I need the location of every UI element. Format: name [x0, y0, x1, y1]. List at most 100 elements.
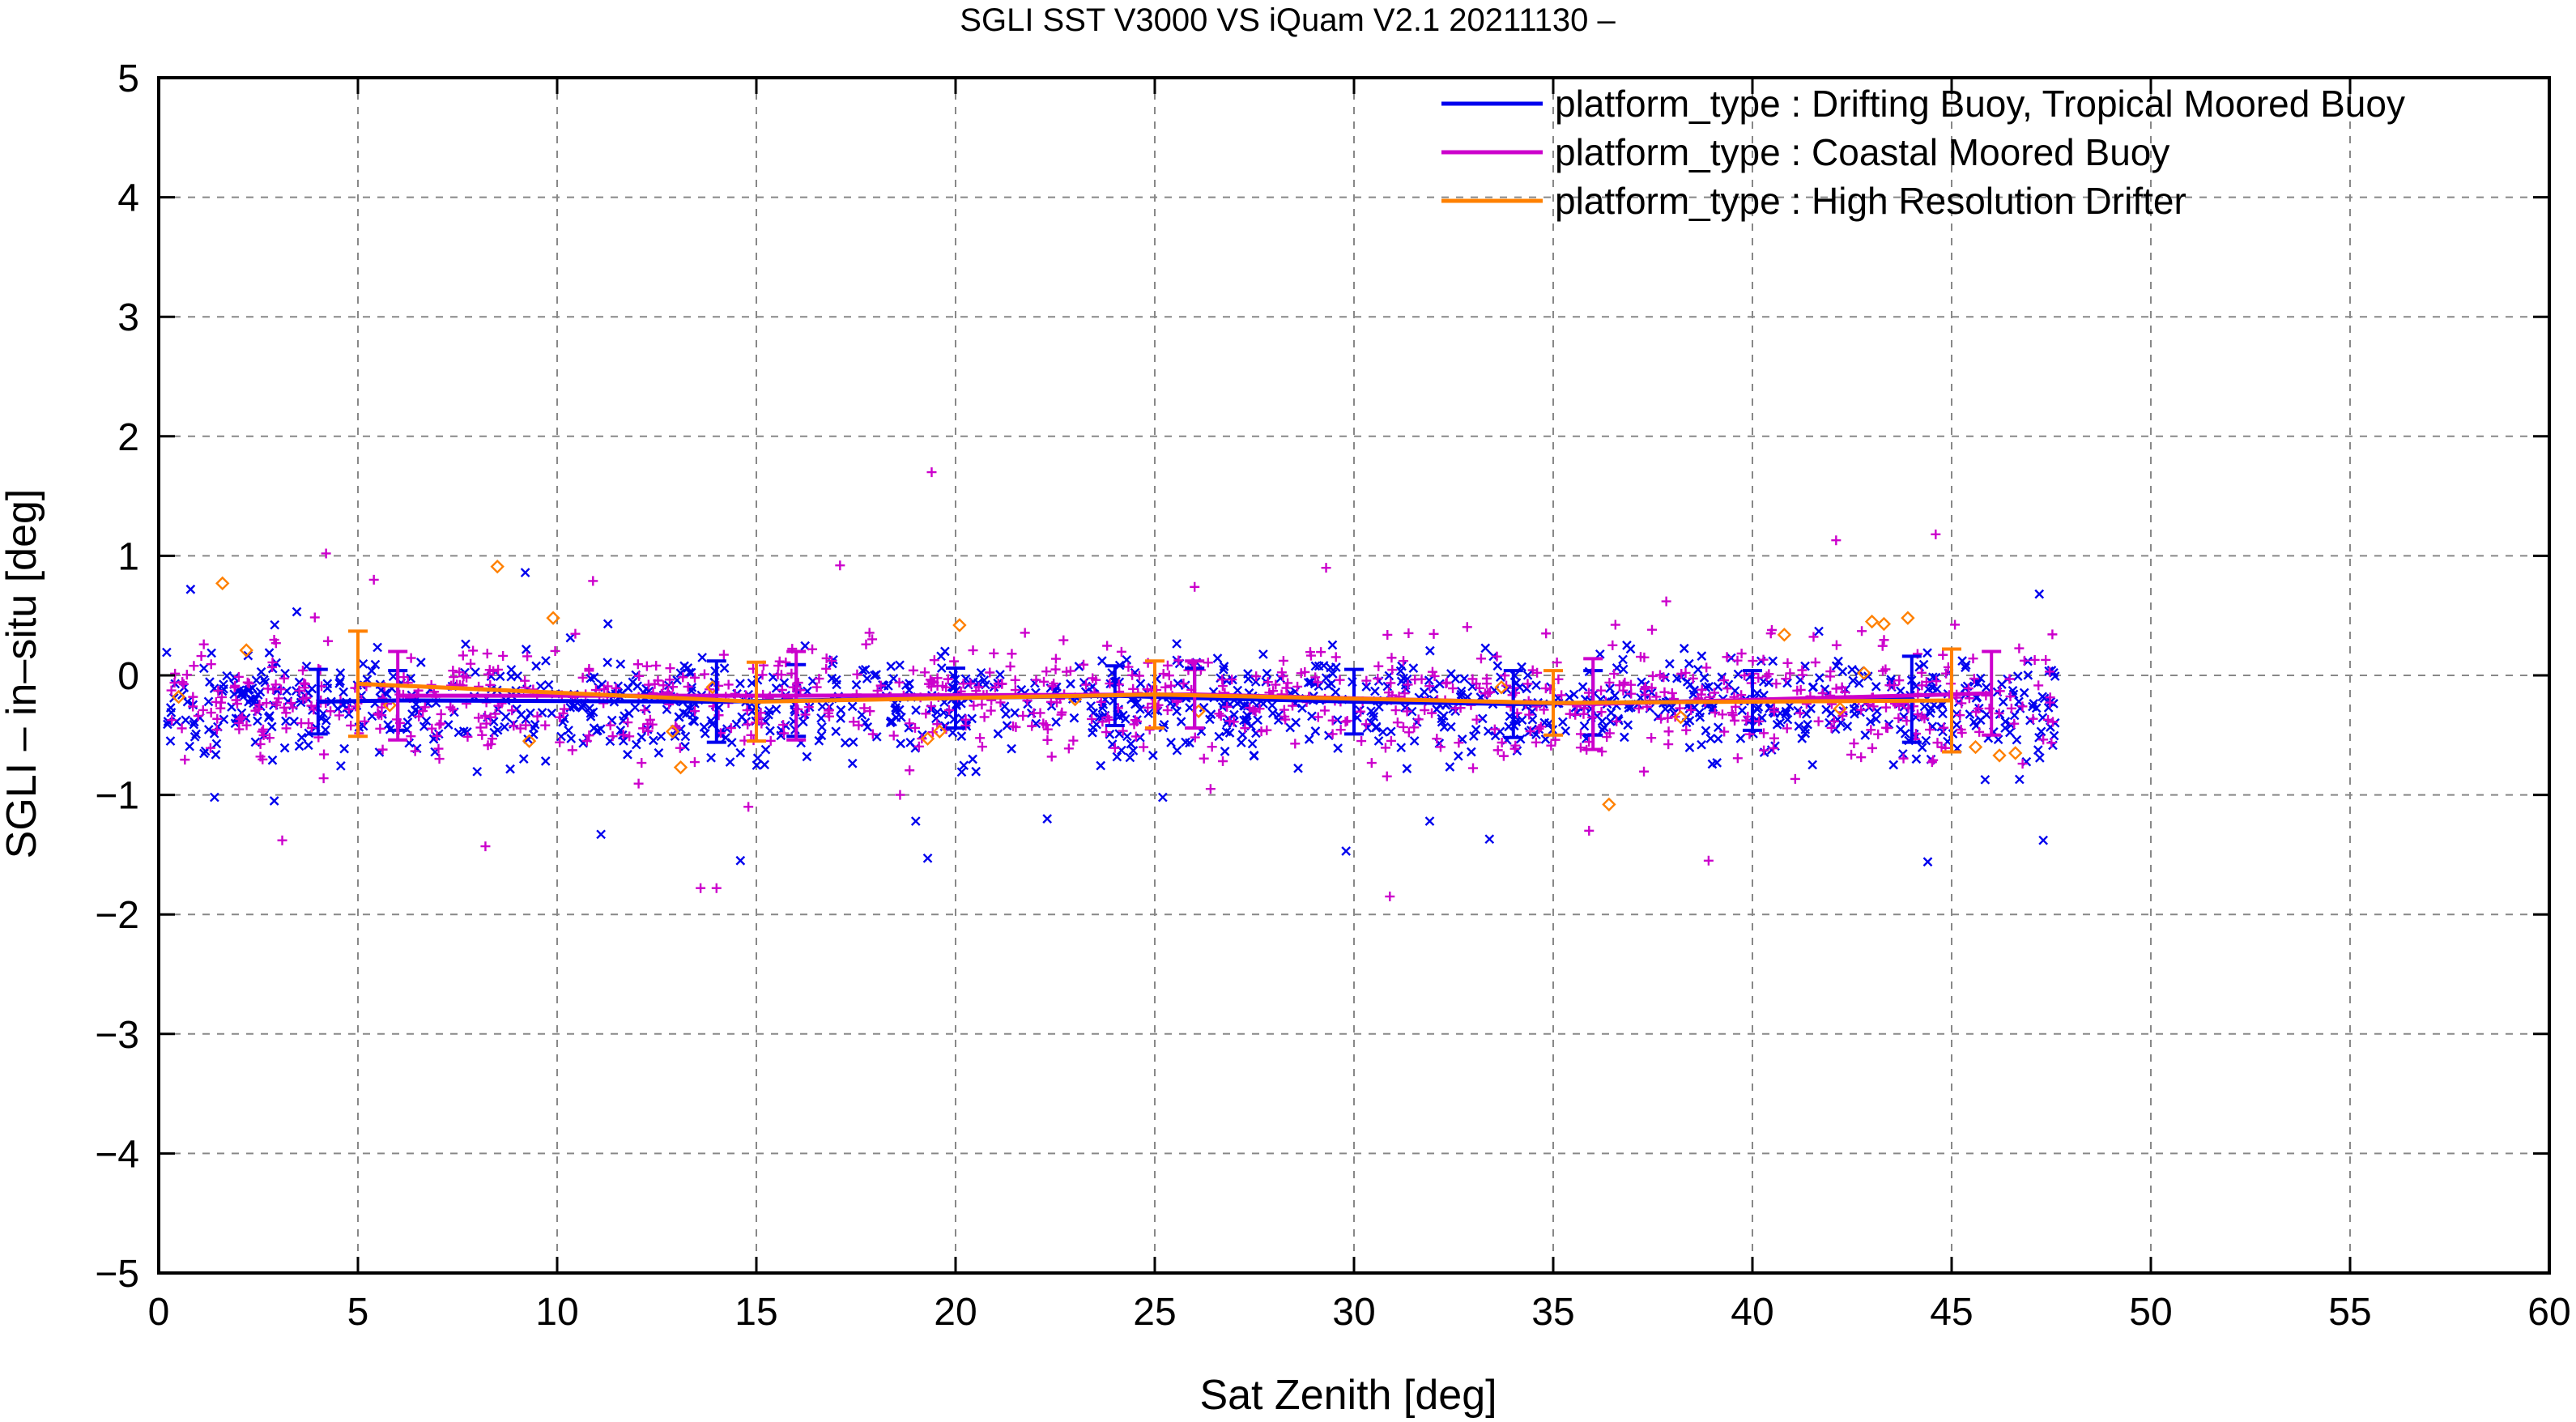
data-point [2043, 714, 2054, 725]
data-point [1525, 726, 1535, 736]
data-point [1290, 739, 1301, 749]
data-point [1398, 722, 1408, 732]
x-tick-label: 60 [2527, 1291, 2570, 1334]
data-point [1327, 640, 1338, 650]
data-point [1998, 696, 2008, 707]
data-point [623, 717, 633, 728]
data-point [360, 716, 370, 726]
data-point [777, 684, 787, 695]
data-point [1240, 723, 1250, 734]
data-point [1952, 720, 1962, 730]
data-point [993, 729, 1003, 739]
data-point [203, 696, 214, 707]
y-tick-label: −3 [95, 1014, 139, 1057]
data-point [1939, 722, 1949, 733]
data-point [1795, 684, 1806, 695]
data-point [1769, 733, 1779, 743]
data-point [1403, 679, 1413, 690]
data-point [1316, 647, 1326, 658]
data-point [1901, 611, 1915, 625]
data-point [675, 743, 685, 753]
data-point [540, 756, 551, 766]
data-point [253, 716, 262, 726]
data-point [1710, 688, 1720, 698]
data-point [1285, 722, 1296, 733]
data-point [779, 728, 790, 739]
data-point [1205, 784, 1216, 794]
data-point [1340, 717, 1351, 727]
data-point [321, 548, 331, 559]
data-point [1695, 712, 1705, 722]
data-point [1622, 641, 1632, 650]
data-point [1713, 722, 1723, 733]
data-point [318, 773, 329, 784]
data-point [231, 695, 241, 705]
data-point [2029, 699, 2039, 709]
data-point [1386, 653, 1397, 663]
data-point [1258, 649, 1268, 659]
data-point [1814, 673, 1824, 683]
data-point [633, 778, 644, 789]
data-point [926, 701, 936, 712]
data-point [219, 714, 229, 725]
data-point [1871, 681, 1881, 692]
data-point [241, 720, 252, 730]
data-point [219, 679, 228, 690]
data-point [521, 720, 531, 730]
data-point [891, 705, 901, 715]
data-point [280, 668, 290, 679]
data-point [2014, 643, 2025, 654]
data-point [641, 704, 651, 714]
data-point [1396, 743, 1407, 753]
data-point [1663, 739, 1674, 750]
data-point [1448, 683, 1458, 694]
data-point [319, 749, 330, 760]
data-point [434, 754, 445, 764]
data-point [531, 661, 541, 671]
data-point [398, 672, 409, 683]
data-point [270, 679, 281, 690]
data-point [1219, 665, 1228, 675]
data-point [1854, 678, 1864, 688]
data-point [1484, 834, 1495, 845]
data-point [1878, 666, 1888, 676]
data-point [618, 730, 628, 740]
data-point [1781, 674, 1791, 684]
data-point [849, 717, 858, 727]
data-point [1250, 677, 1261, 687]
x-tick-label: 25 [1133, 1291, 1176, 1334]
data-point [862, 674, 872, 683]
x-tick-label: 20 [934, 1291, 977, 1334]
data-point [294, 685, 304, 696]
data-point [1865, 717, 1876, 727]
data-point [1950, 619, 1961, 630]
data-point [1522, 670, 1533, 680]
data-point [1407, 706, 1417, 717]
data-point [760, 744, 771, 755]
data-point [803, 702, 814, 713]
data-point [1281, 683, 1292, 693]
data-point [1898, 753, 1909, 764]
data-point [180, 755, 190, 765]
data-point [1995, 686, 2005, 696]
data-point [1932, 738, 1943, 748]
data-point [1625, 679, 1636, 690]
data-point [678, 672, 688, 683]
data-point [1008, 721, 1018, 731]
data-point [663, 680, 674, 691]
data-point [639, 705, 649, 716]
data-point [1047, 681, 1058, 692]
data-point [171, 689, 186, 705]
data-point [1158, 669, 1169, 679]
data-point [1437, 717, 1447, 727]
data-point [1050, 664, 1061, 675]
data-point [254, 700, 265, 710]
data-point [206, 659, 216, 670]
data-point [1041, 666, 1052, 677]
x-tick-label: 40 [1731, 1291, 1773, 1334]
data-point [1856, 752, 1867, 763]
data-point [1305, 677, 1316, 688]
data-point [189, 661, 199, 671]
data-point [1118, 726, 1128, 736]
data-point [1327, 715, 1338, 726]
